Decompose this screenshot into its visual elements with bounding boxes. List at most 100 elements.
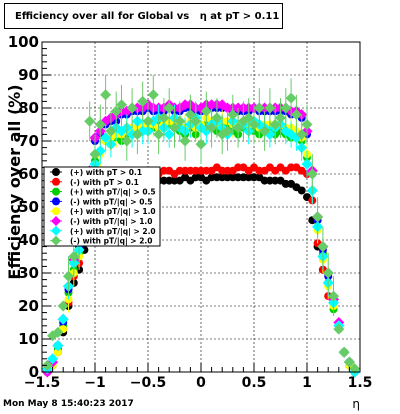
x-tick-label: −1 <box>84 375 105 391</box>
data-point <box>275 112 286 124</box>
data-point <box>296 128 308 140</box>
data-points <box>41 75 361 378</box>
data-point <box>89 148 101 160</box>
legend-label: (-) with pT > 0.1 <box>70 178 139 187</box>
data-point <box>126 102 138 114</box>
data-point <box>57 313 69 325</box>
data-point <box>163 128 175 140</box>
x-tick-label: −0.5 <box>130 375 167 391</box>
legend-item: (+) with pT/|q| > 1.0 <box>50 207 156 217</box>
legend-label: (+) with pT/|q| > 2.0 <box>70 227 156 237</box>
x-tick-label: 1 <box>302 375 312 391</box>
legend: (+) with pT > 0.1(-) with pT > 0.1(+) wi… <box>43 166 161 247</box>
data-point <box>333 323 345 335</box>
legend-item: (+) with pT/|q| > 2.0 <box>50 225 156 237</box>
data-point <box>259 125 271 137</box>
data-point <box>195 138 207 150</box>
data-point <box>41 359 53 371</box>
legend-item: (-) with pT > 0.1 <box>50 177 139 187</box>
y-axis-label: Efficiency over all (%) <box>5 84 24 279</box>
x-tick-label: 1.5 <box>348 375 373 391</box>
data-point <box>200 105 212 117</box>
data-point <box>301 119 313 130</box>
x-tick-label: 0.5 <box>242 375 267 391</box>
data-point <box>52 340 64 352</box>
data-point <box>153 128 165 140</box>
data-point <box>63 270 74 282</box>
data-point <box>190 115 202 127</box>
data-point <box>169 122 180 134</box>
x-axis-label: η <box>352 397 360 411</box>
data-point <box>131 128 143 140</box>
legend-item: (-) with pT/|q| > 2.0 <box>50 235 152 247</box>
y-tick-label: 100 <box>8 33 39 51</box>
data-point <box>285 92 297 104</box>
legend-label: (+) with pT > 0.1 <box>70 168 142 177</box>
y-tick-label: 40 <box>18 231 39 249</box>
legend-item: (+) with pT/|q| > 0.5 <box>50 187 156 198</box>
data-point <box>343 356 355 368</box>
data-point <box>94 119 106 130</box>
data-point <box>317 241 329 253</box>
data-point <box>184 109 196 121</box>
data-point <box>206 122 218 134</box>
y-tick-label: 70 <box>18 132 39 150</box>
data-point <box>322 267 334 279</box>
timestamp: Mon May 8 15:40:23 2017 <box>3 399 134 409</box>
data-point <box>147 89 159 101</box>
y-tick-label: 0 <box>29 363 39 381</box>
data-point <box>163 102 175 114</box>
chart-title: Efficiency over all for Global vs η at p… <box>4 3 283 29</box>
data-point <box>100 89 112 101</box>
data-point <box>328 290 339 302</box>
y-tick-label: 60 <box>18 165 39 183</box>
data-point <box>227 109 239 121</box>
legend-label: (-) with pT/|q| > 2.0 <box>70 237 152 247</box>
data-point <box>174 115 186 127</box>
data-point <box>306 168 318 180</box>
data-point <box>53 348 62 357</box>
y-tick-label: 50 <box>18 198 39 216</box>
data-point <box>142 115 154 127</box>
data-point <box>68 251 80 262</box>
data-point <box>100 132 112 144</box>
y-tick-label: 20 <box>18 297 39 315</box>
legend-item: (-) with pT/|q| > 1.0 <box>50 216 152 227</box>
data-point <box>211 112 223 124</box>
x-tick-label: 0 <box>196 375 206 391</box>
data-point <box>179 135 191 147</box>
data-point <box>116 99 127 111</box>
data-point <box>84 115 96 127</box>
data-point <box>269 119 281 130</box>
legend-label: (-) with pT/|q| > 0.5 <box>70 197 152 207</box>
y-tick-label: 90 <box>18 66 39 84</box>
data-point <box>312 211 324 223</box>
data-point <box>232 122 244 134</box>
data-point <box>301 158 313 170</box>
data-point <box>290 109 302 121</box>
legend-label: (+) with pT/|q| > 1.0 <box>70 207 156 217</box>
y-tick-label: 10 <box>18 330 39 348</box>
data-point <box>57 300 69 312</box>
data-point <box>52 326 64 338</box>
data-point <box>158 112 170 124</box>
data-point <box>222 125 233 137</box>
data-point <box>47 353 59 365</box>
data-point <box>137 95 149 107</box>
data-point <box>338 346 350 358</box>
legend-item: (+) with pT > 0.1 <box>50 168 142 177</box>
data-point <box>110 105 122 117</box>
data-point <box>297 186 306 195</box>
y-tick-label: 80 <box>18 99 39 117</box>
data-point <box>264 102 276 114</box>
legend-item: (-) with pT/|q| > 0.5 <box>50 197 152 207</box>
y-tick-label: 30 <box>18 264 39 282</box>
series-7 <box>41 75 361 375</box>
legend-label: (+) with pT/|q| > 0.5 <box>70 188 156 198</box>
legend-label: (-) with pT/|q| > 1.0 <box>70 217 152 227</box>
data-point <box>105 125 117 137</box>
data-point <box>349 363 361 375</box>
data-point <box>121 135 133 147</box>
data-point <box>253 102 265 114</box>
